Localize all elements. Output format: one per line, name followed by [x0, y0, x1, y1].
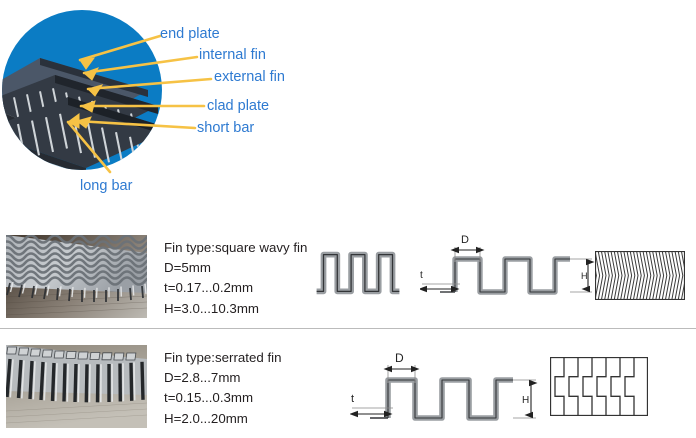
svg-text:H: H	[522, 395, 529, 406]
svg-text:D: D	[461, 234, 469, 246]
svg-text:clad plate: clad plate	[207, 98, 269, 114]
svg-text:internal fin: internal fin	[199, 47, 266, 63]
svg-text:end plate: end plate	[160, 26, 220, 42]
svg-text:t: t	[420, 270, 423, 281]
svg-text:external fin: external fin	[214, 69, 285, 85]
svg-text:D: D	[395, 351, 404, 365]
svg-text:t: t	[351, 393, 354, 405]
svg-text:H: H	[581, 271, 588, 281]
svg-text:short bar: short bar	[197, 120, 254, 136]
svg-text:long bar: long bar	[80, 178, 133, 194]
